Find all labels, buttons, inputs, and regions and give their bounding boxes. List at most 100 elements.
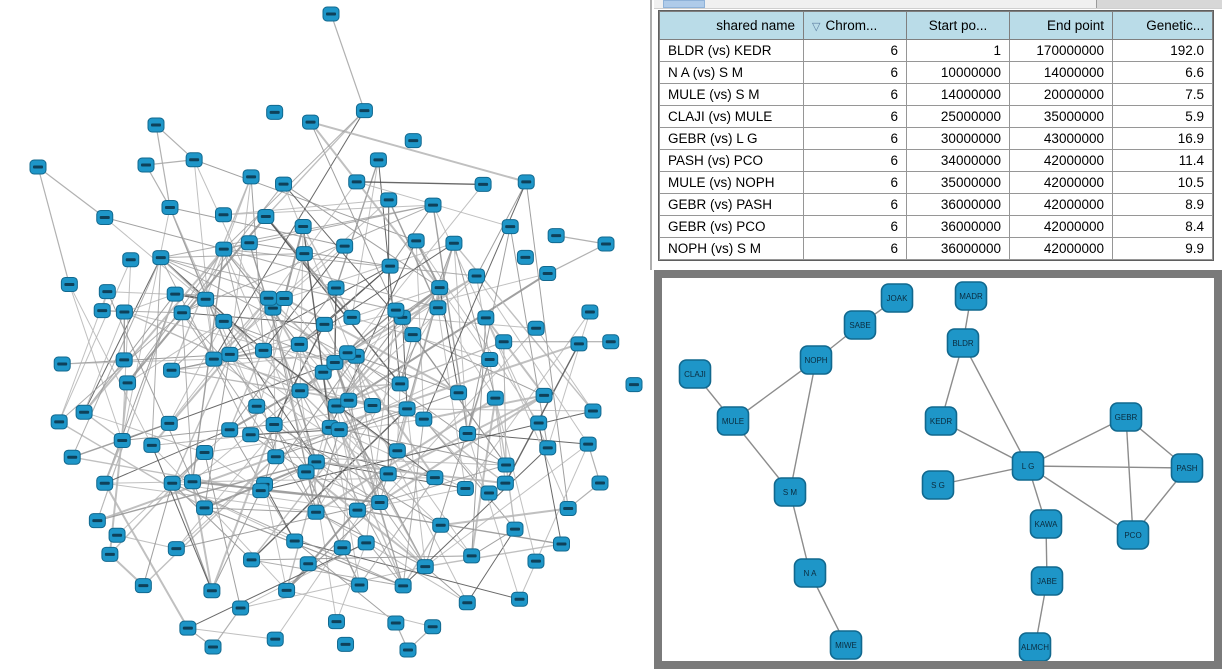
network-node[interactable]	[416, 559, 434, 575]
network-node[interactable]	[369, 152, 387, 168]
network-node[interactable]	[286, 533, 304, 549]
network-node[interactable]	[333, 540, 351, 556]
network-node[interactable]	[243, 552, 261, 568]
network-node-jabe[interactable]: JABE	[1030, 566, 1064, 596]
network-node[interactable]	[248, 398, 266, 414]
table-cell-shared-name[interactable]: PASH (vs) PCO	[659, 149, 804, 172]
network-node[interactable]	[327, 614, 345, 630]
network-node[interactable]	[486, 390, 504, 406]
network-node[interactable]	[242, 169, 260, 185]
network-node[interactable]	[265, 417, 283, 433]
node-shape[interactable]	[1116, 520, 1150, 550]
table-row[interactable]: BLDR (vs) KEDR 6 1 170000000 192.0	[659, 39, 1213, 62]
result-network-canvas[interactable]: JOAK MADR SABE NOPH BLDR CLAJI MULE KEDR GEBR L G…	[662, 278, 1214, 662]
network-node[interactable]	[167, 541, 185, 557]
network-node[interactable]	[221, 346, 239, 362]
column-header-chromosome[interactable]: ▽ Chrom...	[803, 11, 907, 40]
table-row[interactable]: GEBR (vs) L G 6 30000000 43000000 16.9	[659, 127, 1213, 150]
network-node[interactable]	[254, 342, 272, 358]
table-cell-chromosome[interactable]: 6	[803, 149, 907, 172]
table-cell-genetic[interactable]: 16.9	[1112, 127, 1213, 150]
filter-icon[interactable]: ▽	[812, 21, 821, 33]
network-node[interactable]	[391, 376, 409, 392]
network-node[interactable]	[185, 152, 203, 168]
table-cell-genetic[interactable]: 9.9	[1112, 237, 1213, 260]
network-node[interactable]	[506, 521, 524, 537]
network-node[interactable]	[267, 449, 285, 465]
table-cell-genetic[interactable]: 10.5	[1112, 171, 1213, 194]
network-node[interactable]	[355, 103, 373, 119]
network-node[interactable]	[511, 591, 529, 607]
network-node[interactable]	[29, 159, 47, 175]
table-cell-shared-name[interactable]: GEBR (vs) PCO	[659, 215, 804, 238]
network-node[interactable]	[579, 436, 597, 452]
network-node[interactable]	[381, 258, 399, 274]
network-node[interactable]	[203, 583, 221, 599]
table-row[interactable]: GEBR (vs) PCO 6 36000000 42000000 8.4	[659, 215, 1213, 238]
panel-divider[interactable]	[650, 0, 652, 270]
network-node[interactable]	[53, 356, 71, 372]
network-edge-pco-lg[interactable]	[1027, 465, 1134, 536]
network-node[interactable]	[474, 176, 492, 192]
network-node[interactable]	[371, 494, 389, 510]
network-node[interactable]	[625, 377, 643, 393]
network-node[interactable]	[481, 352, 499, 368]
overview-network-canvas[interactable]	[0, 0, 649, 669]
table-cell-chromosome[interactable]: 6	[803, 61, 907, 84]
table-cell-start[interactable]: 14000000	[906, 83, 1010, 106]
network-node-s-g[interactable]: S G	[921, 470, 955, 500]
network-node[interactable]	[98, 284, 116, 300]
network-node[interactable]	[559, 501, 577, 517]
network-node[interactable]	[240, 235, 258, 251]
network-node[interactable]	[266, 631, 284, 647]
network-node[interactable]	[60, 276, 78, 292]
network-node-kedr[interactable]: KEDR	[924, 406, 958, 436]
network-node[interactable]	[570, 336, 588, 352]
network-node[interactable]	[348, 502, 366, 518]
network-node[interactable]	[388, 443, 406, 459]
table-cell-genetic[interactable]: 8.9	[1112, 193, 1213, 216]
network-node[interactable]	[404, 327, 422, 343]
network-edge-pash-lg[interactable]	[1027, 465, 1188, 469]
network-node-miwe[interactable]: MIWE	[829, 630, 863, 660]
network-node[interactable]	[445, 235, 463, 251]
network-node-s-m[interactable]: S M	[773, 477, 807, 507]
network-node[interactable]	[221, 422, 239, 438]
network-node[interactable]	[539, 440, 557, 456]
table-cell-chromosome[interactable]: 6	[803, 237, 907, 260]
network-node[interactable]	[539, 266, 557, 282]
node-shape[interactable]	[799, 345, 833, 375]
network-node-noph[interactable]: NOPH	[799, 345, 833, 375]
network-node[interactable]	[278, 582, 296, 598]
network-node[interactable]	[266, 104, 284, 120]
network-node[interactable]	[260, 290, 278, 306]
network-node[interactable]	[399, 642, 417, 658]
network-node[interactable]	[291, 383, 309, 399]
network-node[interactable]	[196, 445, 214, 461]
network-node[interactable]	[119, 375, 137, 391]
network-node[interactable]	[88, 513, 106, 529]
table-cell-end[interactable]: 43000000	[1009, 127, 1113, 150]
network-node[interactable]	[147, 117, 165, 133]
network-node-mule[interactable]: MULE	[716, 406, 750, 436]
network-node-madr[interactable]: MADR	[954, 281, 988, 311]
network-node[interactable]	[404, 133, 422, 149]
network-node[interactable]	[429, 300, 447, 316]
table-cell-end[interactable]: 42000000	[1009, 171, 1113, 194]
node-shape[interactable]	[716, 406, 750, 436]
horizontal-scrollbar[interactable]	[654, 0, 1222, 9]
network-node-pash[interactable]: PASH	[1170, 453, 1204, 483]
table-cell-start[interactable]: 35000000	[906, 171, 1010, 194]
node-shape[interactable]	[843, 310, 877, 340]
network-node[interactable]	[530, 415, 548, 431]
network-node[interactable]	[75, 404, 93, 420]
node-shape[interactable]	[1011, 451, 1045, 481]
network-node-sabe[interactable]: SABE	[843, 310, 877, 340]
network-node[interactable]	[93, 303, 111, 319]
table-row[interactable]: GEBR (vs) PASH 6 36000000 42000000 8.9	[659, 193, 1213, 216]
node-shape[interactable]	[773, 477, 807, 507]
network-node[interactable]	[275, 291, 293, 307]
network-node[interactable]	[214, 207, 232, 223]
network-node[interactable]	[336, 238, 354, 254]
table-cell-chromosome[interactable]: 6	[803, 215, 907, 238]
